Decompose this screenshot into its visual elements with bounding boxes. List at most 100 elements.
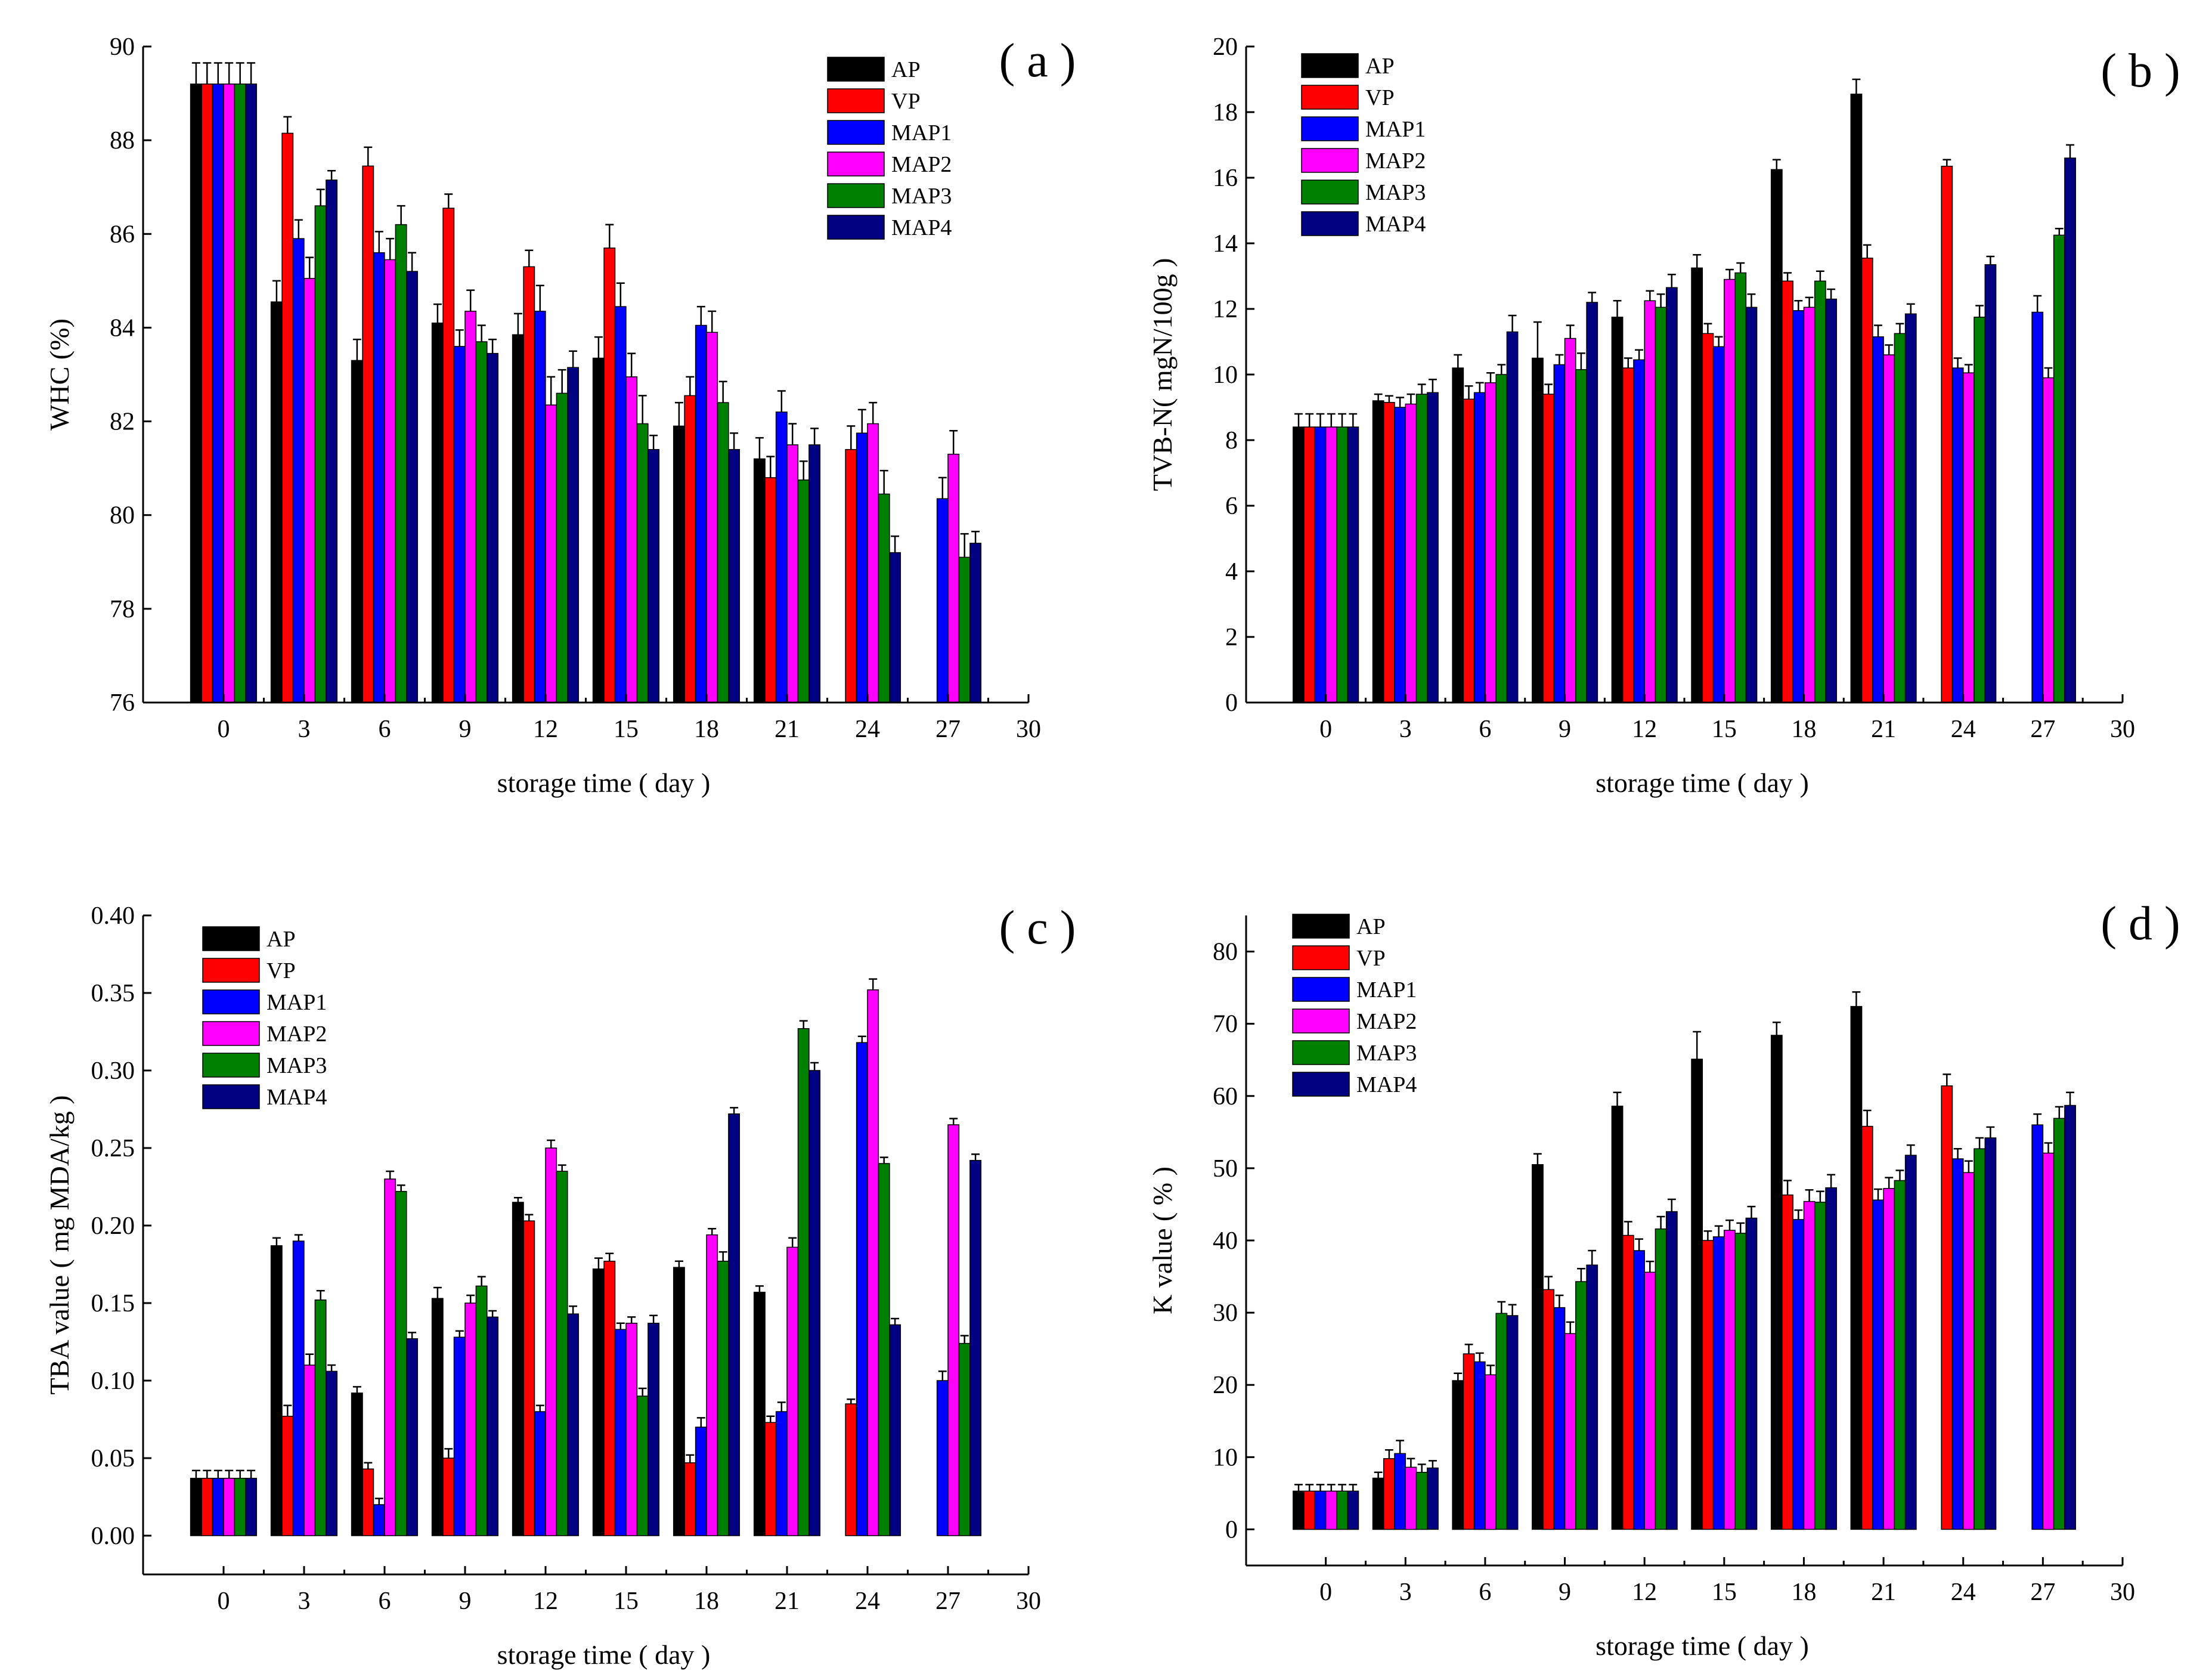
bar-MAP1-day-12 bbox=[534, 1411, 546, 1536]
error-bar-VP-day-15 bbox=[605, 224, 614, 248]
error-bar-MAP4-day-27 bbox=[971, 530, 980, 543]
error-bar-MAP4-day-18 bbox=[1827, 288, 1836, 299]
legend-swatch-MAP3 bbox=[827, 183, 885, 208]
x-tick-label: 12 bbox=[533, 716, 558, 743]
y-tick-label: 0.35 bbox=[91, 980, 135, 1007]
x-axis-title: storage time ( day ) bbox=[1596, 768, 1809, 798]
error-bar-VP-day-6 bbox=[1464, 1344, 1473, 1354]
bar-MAP4-day-18 bbox=[728, 1113, 741, 1536]
error-bar-AP-day-12 bbox=[1613, 1091, 1622, 1106]
error-bar-MAP2-day-21 bbox=[1885, 1177, 1894, 1189]
bar-MAP2-day-27 bbox=[2042, 1152, 2055, 1530]
legend-label: VP bbox=[267, 958, 296, 983]
error-bar-MAP1-day-21 bbox=[1874, 324, 1882, 337]
error-bar-MAP4-day-9 bbox=[488, 338, 497, 354]
y-tick-label: 88 bbox=[110, 127, 135, 154]
error-bar-VP-day-12 bbox=[525, 249, 534, 267]
error-bar-AP-day-18 bbox=[1772, 159, 1781, 170]
error-bar-MAP2-day-27 bbox=[949, 430, 958, 454]
y-tick-label: 14 bbox=[1213, 230, 1238, 258]
bar-VP-day-21 bbox=[764, 477, 777, 703]
error-bar-MAP4-day-21 bbox=[1906, 1144, 1915, 1156]
y-tick-label: 86 bbox=[110, 221, 135, 248]
bar-VP-day-3 bbox=[1383, 402, 1395, 703]
error-bar-MAP4-day-15 bbox=[649, 1314, 658, 1323]
bar-MAP3-day-15 bbox=[636, 423, 649, 703]
x-tick-label: 0 bbox=[218, 716, 230, 743]
bar-MAP3-day-6 bbox=[395, 224, 407, 703]
y-axis-title: TBA value ( mg MDA/kg ) bbox=[44, 1095, 75, 1394]
bar-MAP4-day-18 bbox=[728, 448, 741, 703]
bar-AP-day-18 bbox=[673, 425, 685, 703]
bar-MAP3-day-3 bbox=[314, 205, 327, 703]
bar-VP-day-9 bbox=[442, 208, 455, 703]
bar-MAP4-day-0 bbox=[1347, 426, 1359, 703]
error-bar-MAP2-day-9 bbox=[466, 289, 475, 311]
x-tick-label: 21 bbox=[1871, 1579, 1896, 1606]
error-bar-MAP1-day-15 bbox=[616, 282, 625, 307]
x-tick-label: 27 bbox=[935, 1588, 961, 1615]
error-bar-MAP3-day-21 bbox=[799, 1020, 808, 1029]
y-tick-label: 0.30 bbox=[91, 1057, 135, 1085]
bar-MAP2-day-9 bbox=[1564, 338, 1576, 703]
bar-MAP3-day-9 bbox=[475, 1285, 488, 1536]
error-bar-MAP4-day-24 bbox=[1986, 1126, 1995, 1138]
x-tick-label: 18 bbox=[694, 1588, 719, 1615]
error-bar-VP-day-21 bbox=[1863, 1109, 1872, 1127]
y-tick-label: 80 bbox=[110, 502, 135, 530]
legend-label: VP bbox=[891, 89, 921, 114]
legend-swatch-MAP2 bbox=[202, 1021, 260, 1046]
bar-MAP4-day-3 bbox=[1427, 1467, 1439, 1530]
panel-label: ( c ) bbox=[999, 902, 1076, 954]
error-bar-MAP3-day-3 bbox=[316, 188, 325, 206]
bar-MAP3-day-24 bbox=[878, 1163, 890, 1536]
y-tick-label: 20 bbox=[1213, 33, 1238, 61]
bar-AP-day-15 bbox=[592, 357, 605, 703]
bar-MAP1-day-21 bbox=[1872, 336, 1884, 703]
legend-swatch-AP bbox=[1292, 914, 1350, 939]
bar-AP-day-9 bbox=[431, 322, 444, 703]
bar-MAP3-day-21 bbox=[1894, 333, 1906, 703]
error-bar-AP-day-21 bbox=[755, 1285, 764, 1292]
error-bar-MAP1-day-15 bbox=[1714, 1225, 1723, 1237]
y-tick-label: 80 bbox=[1213, 939, 1238, 966]
bar-MAP2-day-3 bbox=[303, 1365, 316, 1536]
bar-MAP1-day-18 bbox=[1792, 310, 1805, 703]
error-bar-AP-day-12 bbox=[513, 312, 522, 335]
legend-label: MAP3 bbox=[1356, 1041, 1417, 1066]
x-tick-label: 21 bbox=[774, 1588, 800, 1615]
legend-label: MAP2 bbox=[1365, 148, 1426, 174]
error-bar-MAP3-day-24 bbox=[1975, 1137, 1984, 1149]
error-bar-MAP1-day-21 bbox=[1874, 1188, 1882, 1200]
bar-MAP3-day-12 bbox=[556, 392, 568, 703]
bar-MAP1-day-0 bbox=[212, 83, 224, 703]
error-bar-MAP3-day-9 bbox=[477, 324, 486, 342]
error-bar-MAP2-day-6 bbox=[386, 237, 395, 260]
x-tick-label: 0 bbox=[1319, 1579, 1332, 1606]
error-bar-MAP4-day-0 bbox=[247, 1469, 256, 1478]
error-bar-MAP3-day-15 bbox=[638, 395, 647, 424]
y-tick-label: 18 bbox=[1213, 99, 1238, 126]
bar-VP-day-21 bbox=[1861, 258, 1873, 703]
error-bar-MAP1-day-18 bbox=[696, 1417, 705, 1427]
bar-MAP2-day-18 bbox=[706, 1234, 718, 1536]
bar-MAP2-day-15 bbox=[1724, 1230, 1736, 1530]
bar-MAP1-day-0 bbox=[212, 1478, 224, 1536]
error-bar-MAP3-day-12 bbox=[1656, 293, 1665, 308]
bar-AP-day-9 bbox=[1532, 1164, 1544, 1530]
error-bar-MAP2-day-0 bbox=[225, 1469, 234, 1478]
bar-MAP3-day-21 bbox=[797, 1028, 810, 1536]
x-tick-label: 3 bbox=[1399, 716, 1412, 743]
bar-MAP3-day-15 bbox=[1734, 272, 1747, 703]
error-bar-AP-day-0 bbox=[191, 62, 200, 84]
x-tick-label: 6 bbox=[1479, 1579, 1491, 1606]
error-bar-AP-day-15 bbox=[1693, 254, 1702, 268]
bar-MAP1-day-12 bbox=[1633, 359, 1645, 703]
error-bar-VP-day-15 bbox=[1703, 323, 1712, 334]
error-bar-MAP4-day-9 bbox=[1588, 292, 1597, 302]
bar-VP-day-24 bbox=[845, 1403, 857, 1536]
bar-MAP1-day-18 bbox=[1792, 1219, 1805, 1530]
bar-VP-day-6 bbox=[362, 165, 374, 703]
bar-MAP2-day-6 bbox=[1485, 1374, 1497, 1530]
